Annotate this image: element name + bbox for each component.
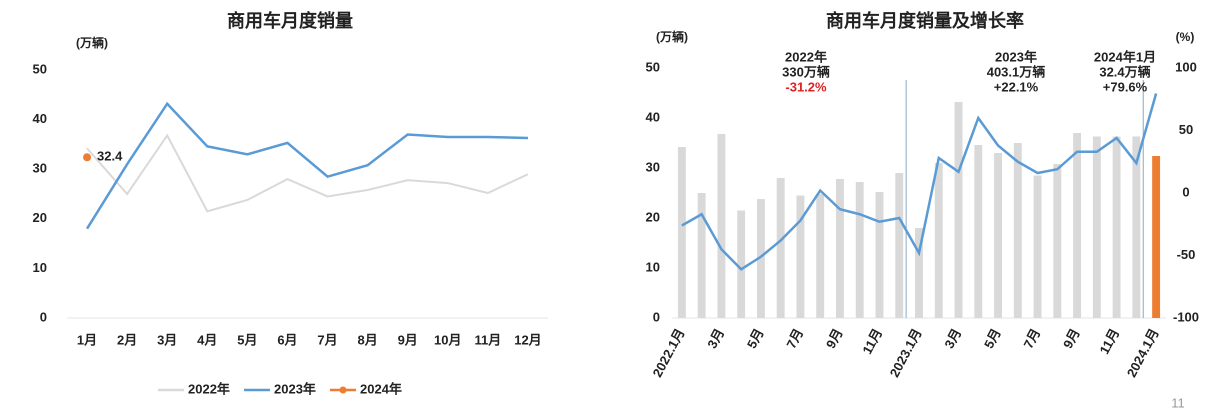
bar: [1073, 133, 1082, 318]
x-tick-label: 9月: [823, 326, 846, 351]
line: [85, 101, 528, 230]
legend-label: 2022年: [188, 381, 230, 396]
y-tick-label: 40: [33, 111, 47, 126]
chart-title: 商用车月度销量及增长率: [826, 10, 1024, 31]
x-tick-label: 3月: [941, 326, 964, 351]
y-tick-label: 30: [33, 161, 47, 176]
x-tick-label: 11月: [475, 332, 502, 347]
bar: [1092, 136, 1101, 318]
y-axis-label: (万辆): [656, 29, 688, 44]
annotation: +79.6%: [1103, 79, 1148, 94]
x-tick-label: 9月: [398, 332, 418, 347]
y-tick-label: 30: [646, 159, 660, 174]
bar: [855, 182, 864, 318]
legend-label: 2024年: [360, 381, 402, 396]
bar: [974, 145, 983, 318]
x-tick-label: 12月: [514, 332, 541, 347]
bar: [796, 195, 805, 318]
bar: [697, 193, 706, 318]
line: [86, 133, 529, 213]
bar: [1013, 143, 1022, 318]
x-tick-label: 2月: [117, 332, 137, 347]
chart-title: 商用车月度销量: [227, 10, 353, 31]
bar: [954, 102, 963, 318]
annotation: 2023年: [995, 49, 1037, 64]
bar: [994, 153, 1002, 318]
bar: [1112, 136, 1121, 318]
y-tick-label: 20: [33, 210, 47, 225]
bar: [875, 192, 884, 318]
y-tick-label: 100: [1175, 59, 1197, 74]
y-tick-label: 0: [40, 309, 47, 324]
x-tick-label: 7月: [1021, 326, 1044, 351]
x-tick-label: 3月: [704, 326, 727, 351]
x-tick-label: 11月: [1096, 326, 1122, 357]
bar: [1132, 136, 1141, 318]
data-label: 32.4: [97, 149, 123, 164]
y-tick-label: 40: [646, 109, 660, 124]
bar: [737, 210, 746, 318]
y-tick-label: -100: [1173, 309, 1199, 324]
bar: [776, 178, 785, 318]
x-tick-label: 3月: [157, 332, 177, 347]
bar: [717, 134, 726, 318]
bar: [1152, 156, 1161, 318]
x-tick-label: 8月: [358, 332, 378, 347]
x-tick-label: 6月: [277, 332, 297, 347]
bar: [934, 163, 943, 318]
x-tick-label: 1月: [77, 332, 97, 347]
y2-axis-label: (%): [1176, 30, 1195, 44]
x-tick-label: 2024.1月: [1124, 326, 1162, 380]
x-tick-label: 9月: [1060, 326, 1083, 351]
page-number: 11: [1171, 395, 1185, 410]
y-tick-label: 50: [1179, 122, 1193, 137]
y-tick-label: -50: [1177, 247, 1196, 262]
point: [83, 153, 92, 162]
annotation: 32.4万辆: [1099, 64, 1150, 79]
bar: [677, 147, 686, 318]
x-tick-label: 11月: [859, 326, 885, 357]
line: [681, 93, 1158, 271]
bar: [895, 173, 904, 318]
y-tick-label: 10: [646, 259, 660, 274]
bar: [836, 179, 844, 318]
y-tick-label: 0: [653, 309, 660, 324]
legend-marker: [339, 386, 347, 394]
bar: [816, 194, 825, 318]
x-tick-label: 5月: [744, 326, 767, 351]
y-axis-label: (万辆): [76, 35, 108, 50]
x-tick-label: 2022.1月: [650, 326, 688, 380]
annotation: 330万辆: [782, 64, 830, 79]
x-tick-label: 10月: [434, 332, 461, 347]
y-tick-label: 50: [33, 61, 47, 76]
annotation: 403.1万辆: [987, 64, 1046, 79]
bar: [1053, 164, 1062, 318]
bar: [915, 228, 923, 318]
y-tick-label: 0: [1182, 184, 1189, 199]
annotation: +22.1%: [994, 79, 1039, 94]
bar: [1033, 175, 1042, 318]
x-tick-label: 2023.1月: [887, 326, 925, 380]
x-tick-label: 7月: [783, 326, 806, 351]
x-tick-label: 5月: [981, 326, 1004, 351]
annotation: 2024年1月: [1094, 49, 1156, 64]
y-tick-label: 50: [646, 59, 660, 74]
bar: [756, 199, 765, 318]
x-tick-label: 4月: [197, 332, 217, 347]
legend-label: 2023年: [274, 381, 316, 396]
annotation: 2022年: [785, 49, 827, 64]
y-tick-label: 10: [33, 260, 47, 275]
y-tick-label: 20: [646, 209, 660, 224]
x-tick-label: 7月: [317, 332, 337, 347]
x-tick-label: 5月: [237, 332, 257, 347]
annotation: -31.2%: [785, 79, 827, 94]
